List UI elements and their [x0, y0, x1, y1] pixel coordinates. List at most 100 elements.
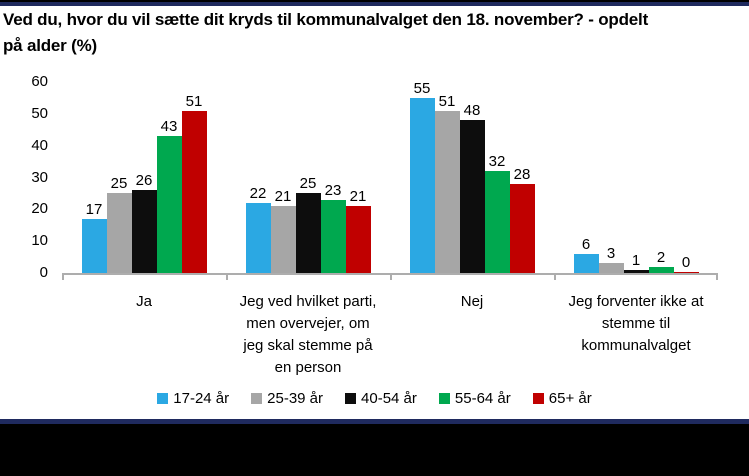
x-axis-tick — [554, 273, 556, 280]
legend-item: 40-54 år — [345, 390, 417, 407]
top-border-navy — [0, 2, 749, 6]
legend-swatch — [251, 393, 263, 404]
bar — [345, 206, 371, 273]
footer-bar — [0, 424, 749, 476]
category-label: Nej — [460, 293, 484, 310]
bar-column: 26 — [131, 172, 157, 273]
bar-value-label: 51 — [185, 92, 203, 110]
category-label: Ja — [136, 293, 152, 310]
bar-value-label: 21 — [349, 188, 367, 206]
bar-column: 1 — [623, 251, 649, 273]
bar-value-label: 25 — [299, 175, 317, 193]
bar-column: 43 — [156, 118, 182, 273]
bar-column: 2 — [648, 249, 674, 273]
legend-label: 65+ år — [548, 390, 592, 407]
legend-swatch — [438, 393, 450, 404]
legend-swatch — [345, 393, 357, 404]
legend-item: 17-24 år — [157, 390, 229, 407]
legend-label: 25-39 år — [267, 390, 324, 407]
bar — [270, 206, 296, 273]
bar — [295, 193, 321, 273]
bar-column: 23 — [320, 181, 346, 273]
legend: 17-24 år 25-39 år 40-54 år 55-64 år 65+ år — [0, 390, 749, 407]
bar — [320, 199, 346, 273]
bar — [648, 266, 674, 273]
bar — [409, 97, 435, 273]
y-axis-tick-label: 30 — [31, 168, 48, 186]
bar-groups: 17 25 26 43 51 22 21 25 23 21 55 51 48 32 28 6 3 1 2 0 — [62, 79, 718, 273]
bar-column: 32 — [484, 153, 510, 273]
bar-value-label: 26 — [135, 172, 153, 190]
bar-column: 21 — [270, 188, 296, 273]
bar — [181, 110, 207, 273]
category-label: Jeg ved hvilket parti, men overvejer, om… — [239, 293, 377, 376]
bar — [106, 193, 132, 273]
y-axis-tick-label: 20 — [31, 200, 48, 218]
bar-value-label: 17 — [85, 200, 103, 218]
bottom-border-navy — [0, 419, 749, 424]
bar-column: 0 — [673, 253, 699, 273]
legend-label: 17-24 år — [173, 390, 230, 407]
bar-group: 22 21 25 23 21 — [226, 176, 390, 273]
bar-column: 55 — [409, 79, 435, 273]
y-axis-tick-label: 0 — [39, 264, 48, 281]
bar — [459, 120, 485, 273]
bar — [509, 183, 535, 273]
legend-swatch — [532, 393, 544, 404]
y-axis-tick-label: 40 — [31, 136, 48, 154]
plot-area: 17 25 26 43 51 22 21 25 23 21 55 51 48 32 28 6 3 1 2 0 — [62, 79, 718, 280]
bar-value-label: 25 — [110, 175, 128, 193]
bar-group: 17 25 26 43 51 — [62, 92, 226, 273]
bar-column: 25 — [295, 175, 321, 273]
bar-value-label: 48 — [463, 102, 481, 120]
bar — [81, 218, 107, 273]
category-label: Jeg forventer ikke at stemme til kommuna… — [568, 293, 704, 354]
top-border-black — [0, 0, 749, 2]
x-axis-tick — [390, 273, 392, 280]
bar-value-label: 32 — [488, 153, 506, 171]
bar — [623, 269, 649, 273]
y-axis: 0 10 20 30 40 50 60 — [0, 74, 54, 281]
y-axis-tick-label: 60 — [31, 73, 48, 90]
bar — [573, 253, 599, 273]
bar-value-label: 28 — [513, 165, 531, 183]
legend-item: 55-64 år — [438, 390, 511, 407]
bar-column: 51 — [181, 92, 207, 273]
bar-value-label: 23 — [324, 181, 342, 199]
bar-column: 3 — [598, 245, 624, 273]
bar-column: 22 — [245, 184, 271, 273]
bar-value-label: 51 — [438, 92, 456, 110]
bar-value-label: 21 — [274, 188, 292, 206]
bar-column: 51 — [434, 92, 460, 273]
bar-column: 28 — [509, 165, 535, 273]
bar — [131, 190, 157, 273]
bar-column: 17 — [81, 200, 107, 273]
x-axis-tick — [226, 273, 228, 280]
legend-item: 65+ år — [532, 390, 592, 407]
bar — [156, 136, 182, 273]
bar — [245, 202, 271, 273]
bar-value-label: 6 — [581, 235, 591, 253]
bar-column: 48 — [459, 102, 485, 273]
x-axis-tick — [716, 273, 718, 280]
bar-value-label: 43 — [160, 118, 178, 136]
bar — [484, 171, 510, 273]
y-axis-tick-label: 10 — [31, 232, 48, 250]
legend-swatch — [157, 393, 169, 404]
bar-value-label: 55 — [413, 79, 431, 97]
legend-label: 40-54 år — [361, 390, 417, 407]
x-axis-labels: Ja Jeg ved hvilket parti, men overvejer, … — [62, 291, 718, 379]
legend-item: 25-39 år — [251, 390, 323, 407]
legend-label: 55-64 år — [454, 390, 511, 407]
chart-title: Ved du, hvor du vil sætte dit kryds til … — [3, 10, 649, 55]
y-axis-tick-label: 50 — [31, 104, 48, 122]
bar-column: 6 — [573, 235, 599, 273]
bar — [673, 271, 699, 273]
bar-value-label: 1 — [631, 251, 641, 269]
bar-value-label: 22 — [249, 184, 267, 202]
bar-value-label: 0 — [681, 253, 691, 271]
bar-column: 25 — [106, 175, 132, 273]
bar-value-label: 3 — [606, 245, 616, 263]
